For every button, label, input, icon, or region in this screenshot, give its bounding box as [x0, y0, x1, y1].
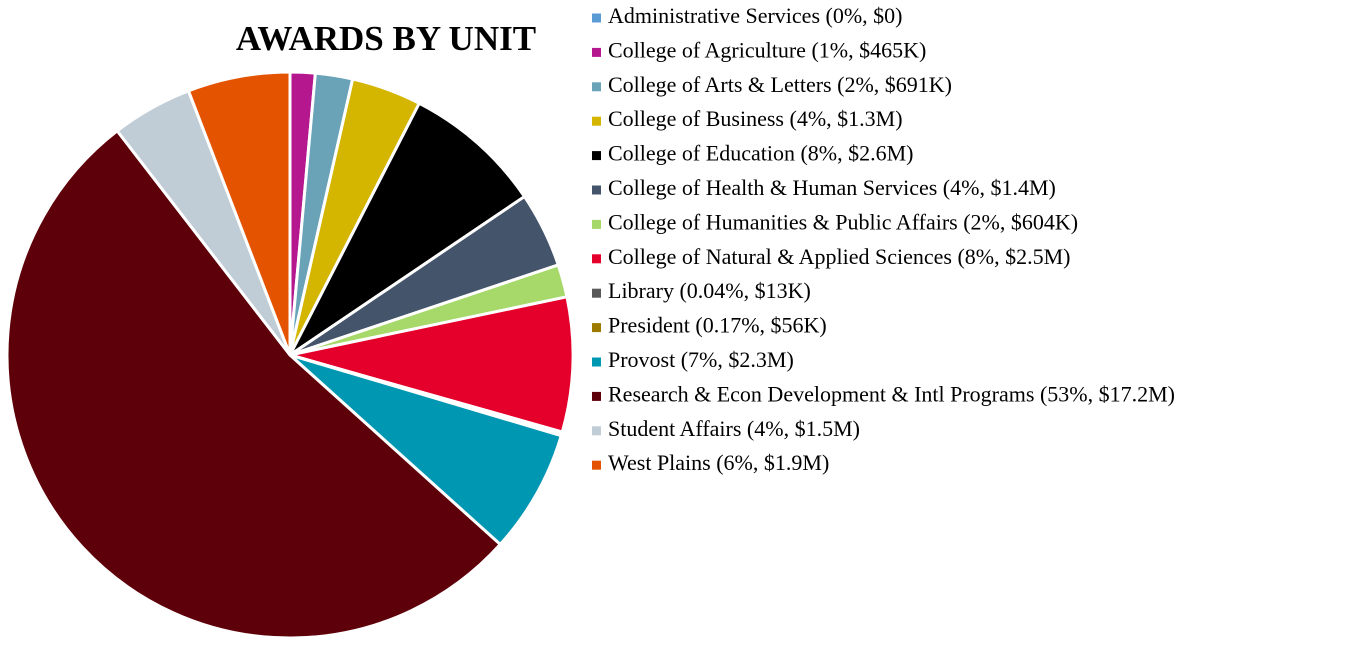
- legend-swatch: [592, 13, 601, 23]
- legend-swatch: [592, 151, 601, 161]
- legend-swatch: [592, 82, 601, 92]
- legend-swatch: [592, 323, 601, 333]
- pie: [5, 70, 575, 640]
- legend: Administrative Services (0%, $0) College …: [592, 3, 1175, 475]
- pie-slice: [288, 101, 526, 357]
- legend-label: Provost (7%, $2.3M): [608, 347, 794, 372]
- legend-swatch: [592, 219, 601, 229]
- legend-label: Research & Econ Development & Intl Progr…: [608, 381, 1175, 406]
- pie-slice: [288, 295, 575, 434]
- legend-label: College of Health & Human Services (4%, …: [608, 175, 1056, 200]
- legend-swatch: [592, 254, 601, 264]
- legend-label: College of Business (4%, $1.3M): [608, 106, 903, 131]
- legend-label: Library (0.04%, $13K): [608, 278, 811, 303]
- legend-label: President (0.17%, $56K): [608, 313, 827, 338]
- pie-slice: [5, 129, 502, 640]
- legend-swatch: [592, 426, 601, 436]
- legend-swatch: [592, 288, 601, 298]
- pie-slice: [288, 353, 563, 546]
- legend-label: Administrative Services (0%, $0): [608, 3, 903, 28]
- legend-label: West Plains (6%, $1.9M): [608, 450, 829, 475]
- chart-title: AWARDS BY UNIT: [236, 19, 536, 58]
- legend-label: College of Humanities & Public Affairs (…: [608, 209, 1078, 234]
- legend-swatch: [592, 185, 601, 195]
- legend-label: College of Arts & Letters (2%, $691K): [608, 72, 952, 97]
- legend-label: College of Education (8%, $2.6M): [608, 141, 914, 166]
- legend-swatch: [592, 116, 601, 126]
- legend-swatch: [592, 391, 601, 401]
- legend-swatch: [592, 357, 601, 367]
- legend-swatch: [592, 47, 601, 57]
- legend-label: Student Affairs (4%, $1.5M): [608, 416, 860, 441]
- pie-slice: [186, 70, 292, 357]
- legend-label: College of Agriculture (1%, $465K): [608, 37, 926, 62]
- legend-swatch: [592, 460, 601, 470]
- legend-label: College of Natural & Applied Sciences (8…: [608, 244, 1071, 269]
